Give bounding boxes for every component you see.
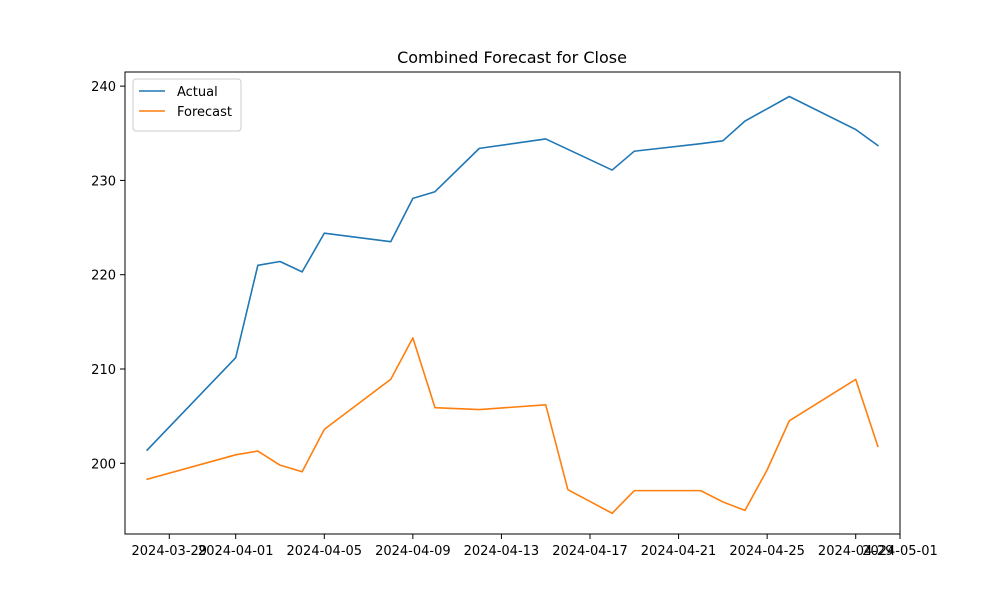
y-tick-label: 210 <box>91 363 116 378</box>
y-tick-label: 240 <box>91 80 116 95</box>
series-line-forecast <box>146 337 879 515</box>
x-tick-label: 2024-04-17 <box>552 544 628 559</box>
y-axis: 200 210 220 230 240 <box>91 80 125 472</box>
x-tick-label: 2024-03-29 <box>132 544 208 559</box>
legend-label: Forecast <box>177 105 232 120</box>
series-line-actual <box>146 95 879 452</box>
x-tick-label: 2024-04-29 <box>818 544 894 559</box>
y-tick-label: 230 <box>91 174 116 189</box>
x-tick-label: 2024-05-01 <box>862 544 938 559</box>
legend: Actual Forecast <box>132 78 242 132</box>
plot-frame <box>124 71 901 535</box>
x-tick-label: 2024-04-09 <box>375 544 451 559</box>
x-tick-label: 2024-04-21 <box>641 544 717 559</box>
legend-box <box>132 78 242 132</box>
legend-label: Actual <box>177 85 218 100</box>
y-tick-label: 200 <box>91 457 116 472</box>
x-tick-label: 2024-04-25 <box>729 544 805 559</box>
y-tick-label: 220 <box>91 269 116 284</box>
series-layer <box>146 95 879 515</box>
x-tick-label: 2024-04-01 <box>198 544 274 559</box>
x-tick-label: 2024-04-13 <box>464 544 540 559</box>
chart-title: Combined Forecast for Close <box>397 48 627 67</box>
x-tick-label: 2024-04-05 <box>287 544 363 559</box>
